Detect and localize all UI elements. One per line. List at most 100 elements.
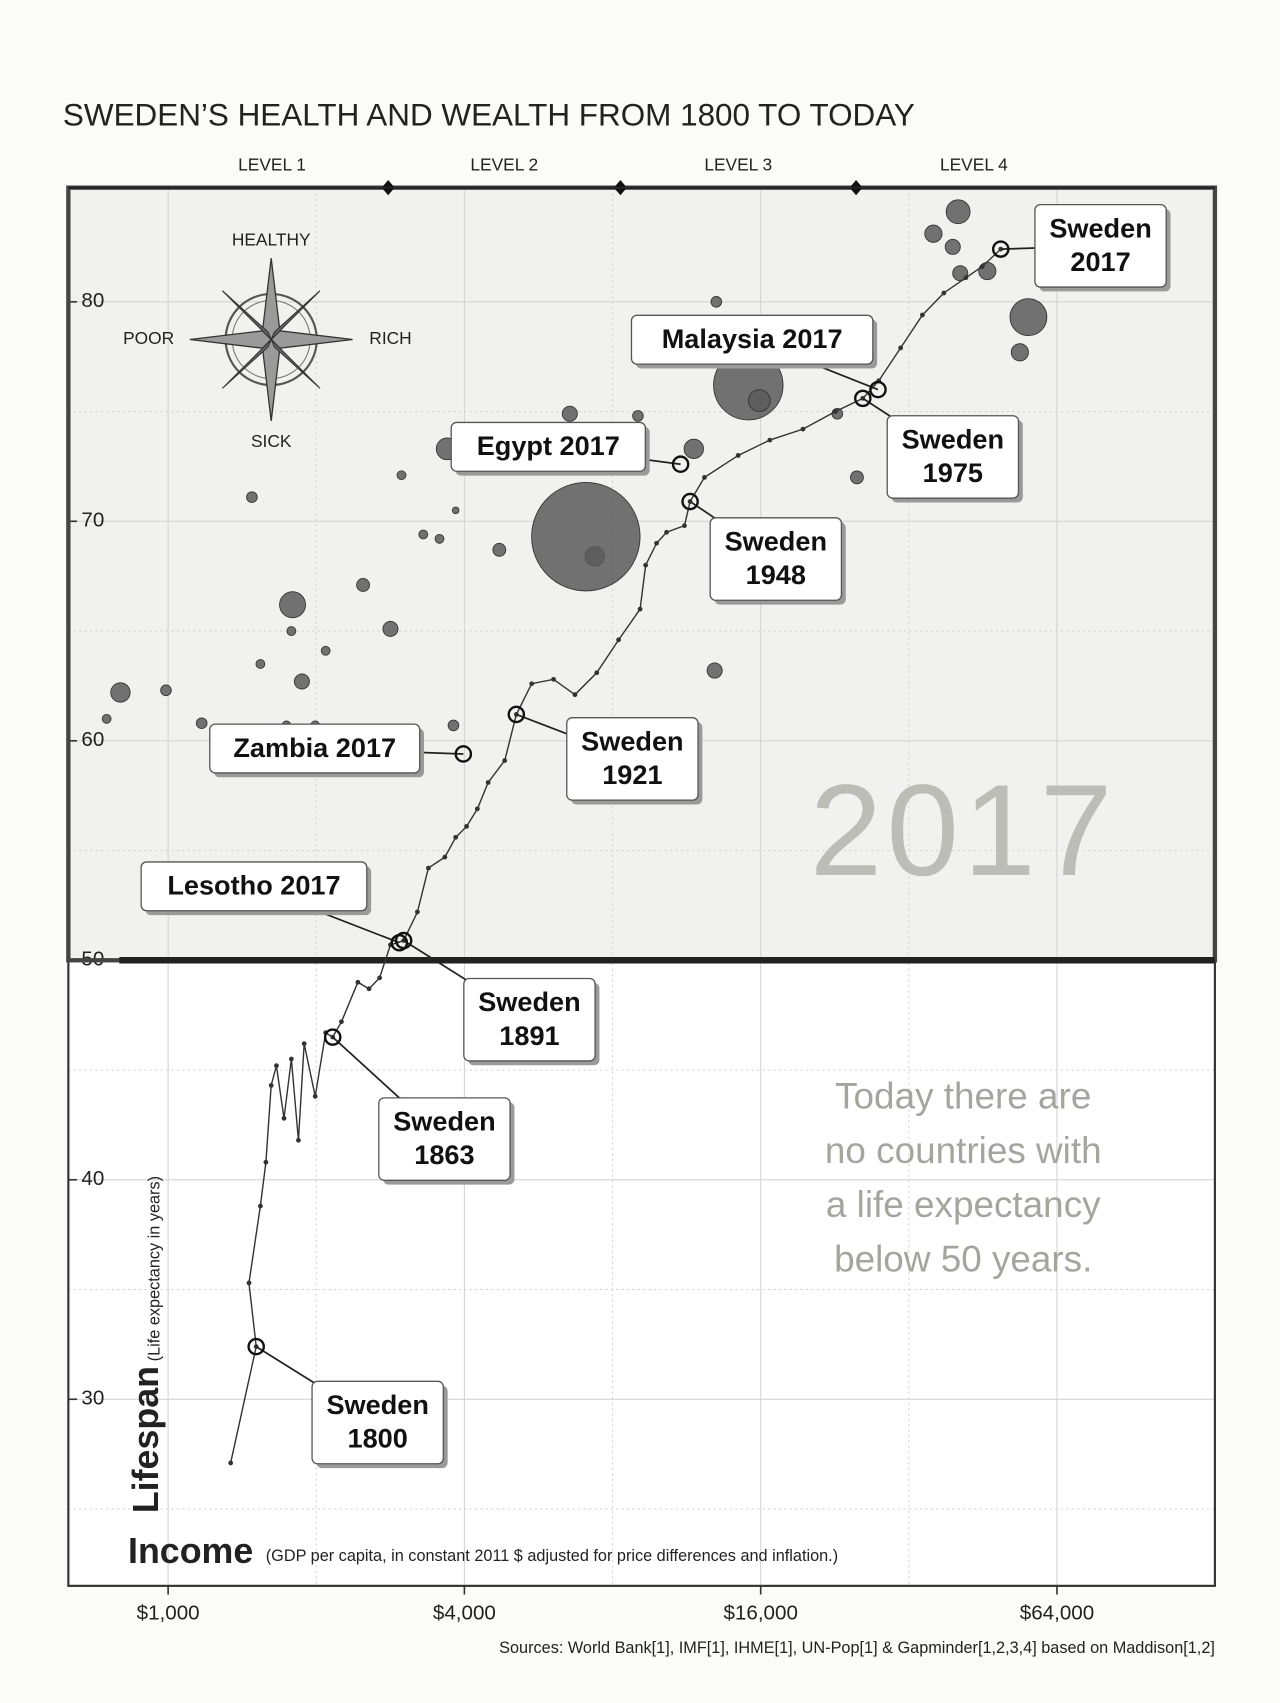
label-box — [630, 314, 874, 365]
bubble — [683, 438, 704, 460]
path-point — [654, 540, 659, 546]
highlight-point — [869, 380, 887, 399]
bubble — [492, 542, 507, 557]
bubble — [418, 529, 429, 540]
annotation-text: 1948 — [746, 559, 806, 590]
bubble — [944, 238, 961, 255]
label-box — [566, 717, 699, 801]
bubble — [434, 533, 445, 544]
path-point — [274, 1063, 279, 1069]
bubble — [945, 199, 971, 225]
path-point — [339, 1019, 344, 1025]
path-point — [366, 986, 372, 992]
level-label: LEVEL 1 — [238, 155, 306, 175]
highlight-point — [454, 745, 473, 763]
path-point — [643, 562, 649, 568]
path-point — [735, 453, 741, 458]
bubble — [110, 682, 131, 703]
label-box — [886, 415, 1020, 499]
bubble — [706, 662, 723, 679]
annotation-text: 1921 — [602, 759, 662, 790]
path-point — [767, 437, 773, 443]
x-tick-label: $16,000 — [723, 1601, 797, 1624]
bubble — [246, 491, 258, 503]
highlight-point — [390, 933, 409, 952]
compass: HEALTHY SICK POOR RICH — [123, 229, 412, 451]
annotation-text: Malaysia 2017 — [662, 323, 843, 354]
path-point — [263, 1159, 269, 1165]
label-box — [463, 977, 596, 1062]
bubble — [561, 405, 578, 422]
path-point — [258, 1203, 263, 1209]
bubble — [748, 389, 771, 412]
bubble — [632, 410, 644, 422]
bubble — [710, 296, 723, 308]
level-label: LEVEL 2 — [470, 155, 538, 175]
path-point — [898, 345, 904, 351]
annotation-text: Sweden — [393, 1105, 495, 1136]
path-point — [551, 676, 556, 682]
compass-label: POOR — [123, 328, 174, 348]
compass-label: SICK — [251, 431, 292, 451]
label-box — [209, 723, 421, 774]
path-point — [228, 1460, 234, 1466]
bubble — [850, 470, 864, 485]
y-tick-label: 30 — [81, 1387, 104, 1410]
path-point — [268, 1083, 274, 1088]
highlight-point — [681, 492, 699, 511]
path-point — [682, 523, 687, 529]
chart-title: SWEDEN’S HEALTH AND WEALTH FROM 1800 TO … — [63, 97, 915, 132]
bubble — [286, 626, 297, 636]
annotation-text: Sweden — [1049, 212, 1151, 243]
path-point — [616, 637, 621, 643]
path-point — [920, 312, 925, 318]
bubble — [320, 645, 331, 656]
path-point — [594, 670, 600, 676]
path-point — [296, 1137, 301, 1143]
path-point — [979, 264, 985, 270]
label-box — [311, 1380, 444, 1465]
bubble — [255, 659, 266, 669]
bubble — [382, 620, 399, 637]
annotation-text: Sweden — [902, 423, 1004, 454]
y-tick-label: 70 — [81, 509, 104, 532]
label-box — [140, 861, 368, 912]
label-box — [450, 421, 647, 472]
label-box — [1034, 203, 1167, 288]
path-point — [485, 780, 491, 785]
bubble — [356, 578, 370, 592]
note-line: Today there are — [835, 1076, 1091, 1117]
path-point — [453, 834, 459, 840]
bubble — [1009, 298, 1048, 337]
level-label: LEVEL 4 — [940, 155, 1008, 175]
path-point — [529, 681, 535, 687]
path-point — [572, 692, 578, 698]
level-label: LEVEL 3 — [704, 155, 772, 175]
path-point — [281, 1115, 287, 1121]
y-axis-note: (Life expectancy in years) — [145, 1176, 163, 1361]
annotation-text: 1863 — [414, 1139, 474, 1170]
bubble — [101, 713, 112, 724]
path-point — [998, 246, 1004, 252]
year-label: 2017 — [810, 757, 1117, 903]
bubble — [1010, 343, 1029, 362]
highlight-point — [323, 1028, 342, 1046]
path-point — [288, 1056, 294, 1062]
path-point — [377, 975, 382, 981]
note-line: a life expectancy — [826, 1184, 1101, 1225]
annotation-text: Zambia 2017 — [233, 732, 396, 763]
highlight-point — [671, 455, 690, 474]
bubble — [531, 481, 641, 592]
x-tick-label: $4,000 — [433, 1601, 496, 1624]
note-line: below 50 years. — [834, 1238, 1092, 1279]
compass-star — [222, 290, 321, 389]
label-box — [378, 1097, 511, 1181]
annotation-text: Sweden — [326, 1389, 428, 1420]
compass-label: HEALTHY — [232, 229, 311, 249]
path-point — [474, 806, 480, 812]
path-point — [464, 824, 469, 829]
path-point — [246, 1280, 252, 1286]
bubble — [447, 719, 460, 732]
label-box — [709, 517, 843, 601]
